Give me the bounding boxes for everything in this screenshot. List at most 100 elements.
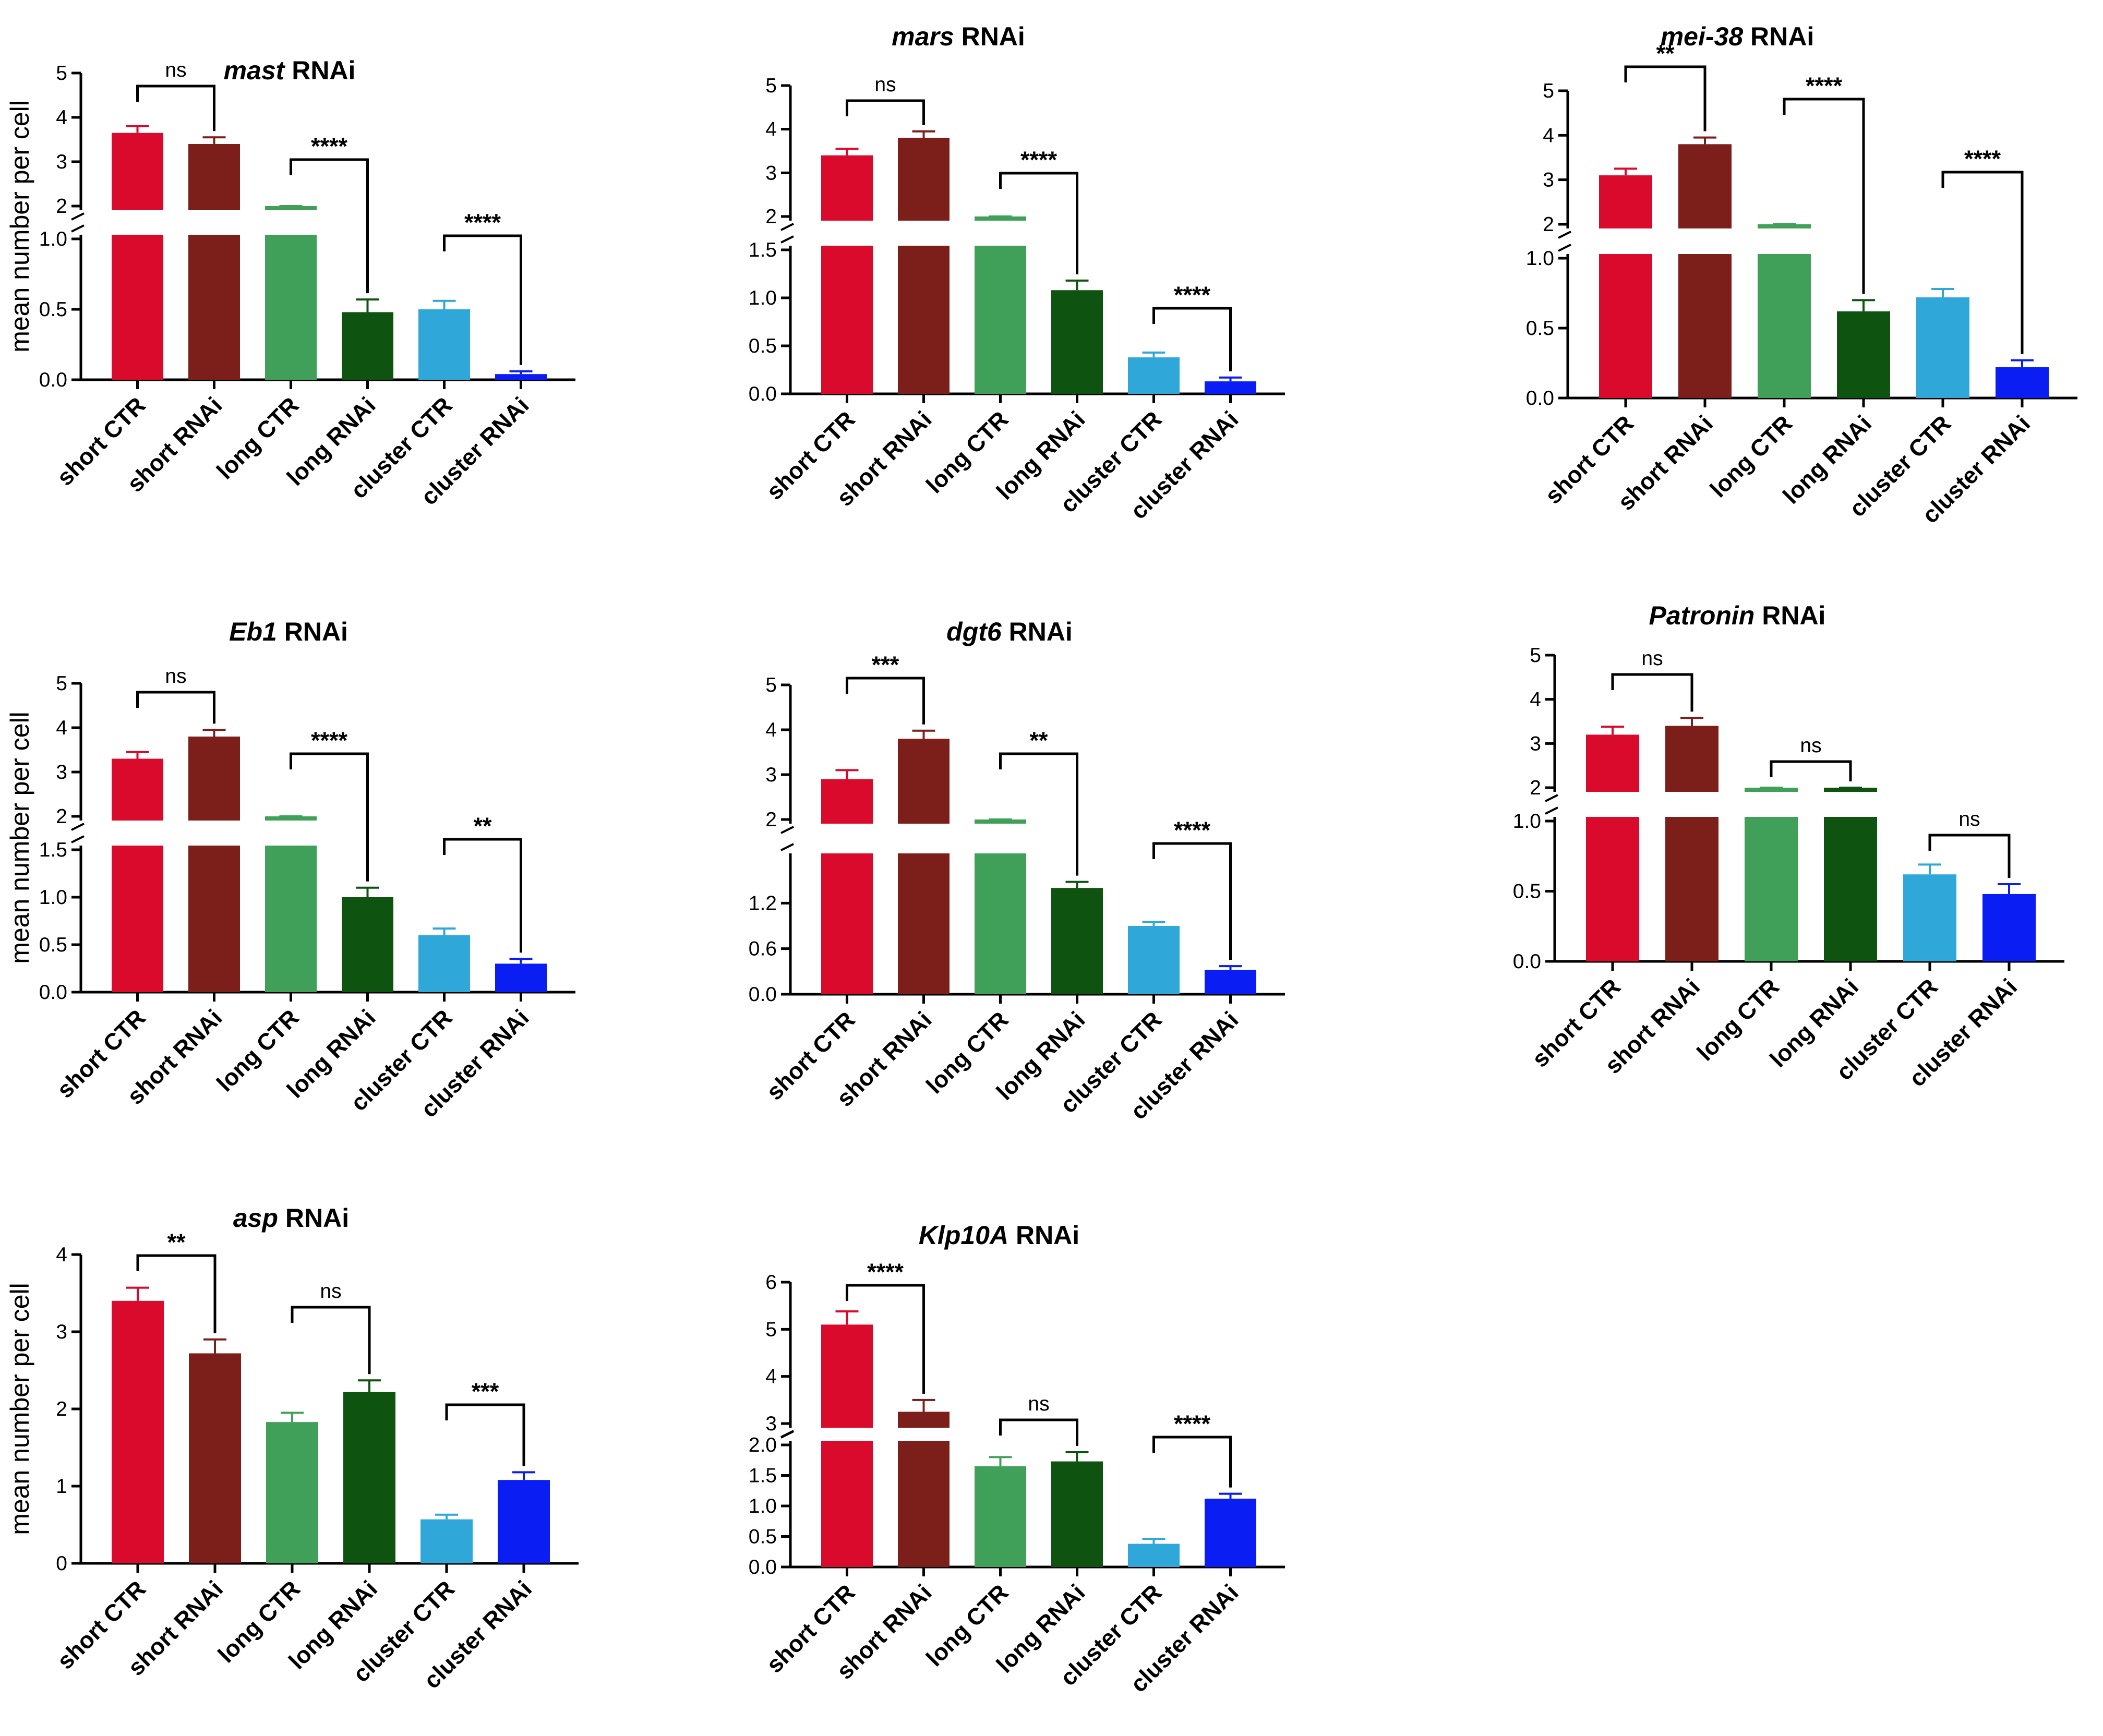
bar-break-gap — [897, 824, 951, 853]
bar-break-gap — [187, 821, 241, 846]
y-tick-label: 1.0 — [749, 1495, 777, 1517]
y-tick-label: 0 — [56, 1552, 67, 1575]
chart-title: Klp10A RNAi — [919, 1221, 1079, 1250]
y-tick-label: 2 — [56, 195, 67, 218]
significance-label: **** — [1174, 1410, 1211, 1437]
bar-cluster-rnai — [1205, 1498, 1256, 1567]
bar-break-gap — [1757, 228, 1812, 254]
y-tick-label: 2 — [1543, 213, 1554, 236]
y-tick-label: 5 — [56, 62, 67, 85]
bar-cluster-rnai — [1982, 894, 2036, 961]
y-axis-label: mean number per cell — [5, 712, 34, 964]
bar-break-gap — [187, 210, 241, 235]
significance-bracket — [443, 838, 522, 953]
y-tick-label: 2 — [56, 1398, 67, 1420]
bar-cluster-ctr — [420, 1519, 473, 1563]
bar-cluster-ctr — [1128, 357, 1180, 394]
y-tick-label: 4 — [765, 719, 777, 741]
bar-short-rnai — [1678, 144, 1732, 398]
significance-bracket — [290, 158, 369, 294]
chart-title-gene: Klp10A — [919, 1221, 1008, 1250]
bar-short-ctr — [821, 155, 873, 394]
bar-cluster-ctr — [418, 309, 470, 380]
significance-label: ns — [1800, 734, 1821, 757]
y-tick-label: 1.5 — [749, 1465, 777, 1487]
significance-bracket — [999, 172, 1078, 274]
bar-break-gap — [1664, 792, 1720, 817]
significance-bracket — [999, 752, 1078, 876]
y-tick-label: 1.2 — [749, 892, 777, 914]
significance-label: ns — [1641, 647, 1663, 670]
y-tick-label: 3 — [1543, 169, 1554, 191]
chart-title: mei-38 RNAi — [1661, 22, 1814, 51]
bar-short-ctr — [1599, 175, 1652, 398]
bar-short-rnai — [1665, 726, 1719, 961]
significance-label: ns — [320, 1280, 341, 1303]
significance-bracket — [1770, 760, 1852, 781]
bar-cluster-rnai — [498, 1480, 550, 1563]
chart-title-suffix: RNAi — [284, 56, 355, 85]
y-tick-label: 5 — [1530, 644, 1541, 667]
significance-label: ns — [874, 74, 896, 96]
y-tick-label: 4 — [1530, 689, 1541, 711]
y-tick-label: 0.5 — [749, 335, 777, 357]
y-tick-label: 4 — [765, 118, 777, 141]
y-tick-label: 5 — [765, 1318, 777, 1341]
significance-bracket — [445, 1403, 525, 1466]
chart-title-gene: mei-38 — [1661, 22, 1744, 51]
y-tick-label: 1.0 — [39, 228, 67, 250]
bar-long-rnai — [1051, 290, 1103, 394]
y-tick-label: 6 — [765, 1271, 777, 1294]
y-tick-label: 2 — [1530, 777, 1541, 799]
significance-bracket — [1941, 171, 2024, 354]
y-tick-label: 0.0 — [1526, 387, 1554, 409]
y-tick-label: 0.5 — [39, 298, 67, 321]
y-tick-label: 0.5 — [1513, 881, 1541, 903]
significance-label: **** — [1174, 282, 1211, 308]
bar-long-ctr — [975, 216, 1026, 394]
significance-label: **** — [1020, 147, 1057, 173]
bar-short-ctr — [112, 1300, 164, 1563]
significance-bracket — [290, 752, 369, 882]
bar-long-ctr — [265, 816, 317, 992]
bar-short-rnai — [189, 1353, 241, 1563]
y-tick-label: 0.6 — [749, 938, 777, 960]
significance-bracket — [1611, 673, 1693, 712]
significance-label: *** — [472, 1378, 499, 1405]
y-tick-label: 0.0 — [749, 1556, 777, 1578]
significance-bracket — [1152, 842, 1232, 960]
bar-break-gap — [974, 824, 1027, 853]
bar-cluster-rnai — [495, 963, 547, 992]
axis-break-mark — [1558, 231, 1571, 239]
chart-title: Patronin RNAi — [1649, 601, 1826, 630]
significance-bracket — [846, 99, 925, 125]
axis-break-mark — [780, 826, 794, 834]
y-tick-label: 2.0 — [749, 1434, 777, 1456]
y-tick-label: 1.5 — [39, 839, 67, 861]
y-tick-label: 3 — [765, 764, 777, 786]
y-tick-label: 0.5 — [749, 1526, 777, 1548]
y-tick-label: 0.5 — [1526, 317, 1554, 340]
y-tick-label: 1.0 — [1513, 810, 1541, 833]
y-tick-label: 5 — [56, 672, 67, 695]
significance-bracket — [846, 677, 925, 725]
bar-short-rnai — [898, 138, 950, 394]
y-tick-label: 4 — [56, 1244, 67, 1266]
chart-mast-rnai: mast RNAi 0.0 0.5 1.0 2 3 4 5 mean number per ce… — [5, 56, 575, 510]
y-tick-label: 3 — [56, 761, 67, 783]
bar-break-gap — [111, 821, 164, 846]
chart-title-suffix: RNAi — [1754, 601, 1825, 630]
bar-long-ctr — [975, 1466, 1026, 1567]
y-tick-label: 0.5 — [39, 934, 67, 956]
bar-cluster-rnai — [1996, 367, 2049, 398]
bar-long-ctr — [265, 206, 317, 380]
chart-title-gene: dgt6 — [946, 617, 1002, 646]
significance-bracket — [846, 1284, 925, 1394]
bar-break-gap — [820, 1428, 874, 1441]
significance-label: ** — [167, 1229, 186, 1256]
axis-break-mark — [71, 224, 85, 233]
significance-label: ns — [165, 665, 186, 688]
